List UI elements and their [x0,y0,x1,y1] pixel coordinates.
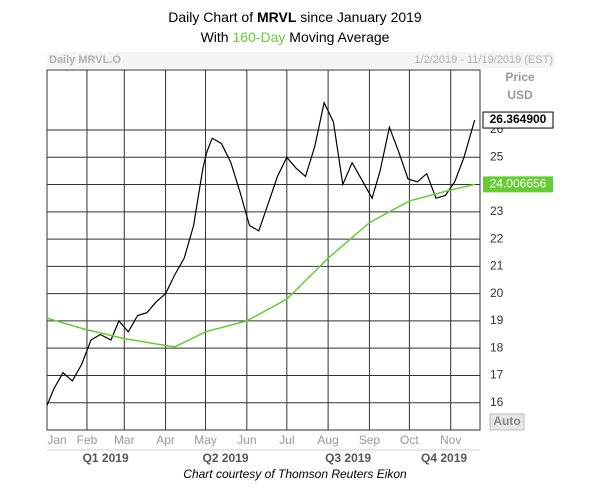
scale-mode-button[interactable] [489,413,525,431]
last-average-box [483,176,553,193]
quarter-label: Q3 2019 [325,451,371,465]
quarter-label: Q1 2019 [83,451,129,465]
caption: Chart courtesy of Thomson Reuters Eikon [183,467,407,481]
y-tick-label: 25 [490,149,504,163]
x-tick-label: Sep [359,433,381,447]
y-tick-label: 19 [490,313,504,327]
y-tick-label: 21 [490,259,504,273]
scale-mode[interactable]: Auto [493,414,520,428]
x-tick-label: Jun [237,433,256,447]
quarter-label: Q4 2019 [421,451,467,465]
y-tick-label: 22 [490,231,504,245]
subtitle-prefix: With [201,29,229,45]
x-tick-label: Aug [317,433,338,447]
last-average-label: 24.006656 [490,177,547,191]
y-axis-title: USD [507,88,533,102]
last-price-box [482,111,554,129]
x-tick-label: Jan [47,433,66,447]
y-tick-label: 23 [490,204,504,218]
subtitle-suffix: Moving Average [289,29,389,45]
y-axis-title: Price [505,70,535,84]
header-bar [47,52,555,68]
y-tick-label: 20 [490,286,504,300]
moving-average-line [46,183,475,348]
quarter-label: Q2 2019 [203,451,249,465]
title-ticker: MRVL [257,9,297,25]
last-price-label: 26.364900 [490,112,547,126]
x-tick-label: Mar [114,433,135,447]
x-tick-label: Oct [400,433,419,447]
title-prefix: Daily Chart of [168,9,253,25]
chart-subtitle: With 160-Day Moving Average [201,29,390,45]
x-tick-label: Jul [279,433,294,447]
price-line [46,100,476,406]
title-suffix: since January 2019 [300,9,422,25]
y-tick-label: 17 [490,368,504,382]
chart-title: Daily Chart of MRVL since January 2019 [168,9,422,25]
symbol-label: Daily MRVL.O [49,54,121,66]
y-tick-label: 18 [490,340,504,354]
plot-frame [46,69,481,431]
x-tick-label: Apr [156,433,175,447]
subtitle-highlight: 160-Day [232,29,285,45]
x-tick-label: May [194,433,217,447]
x-tick-label: Feb [77,433,98,447]
y-tick-label: 16 [490,395,504,409]
x-tick-label: Nov [440,433,461,447]
date-range: 1/2/2019 - 11/19/2019 (EST) [414,54,553,66]
